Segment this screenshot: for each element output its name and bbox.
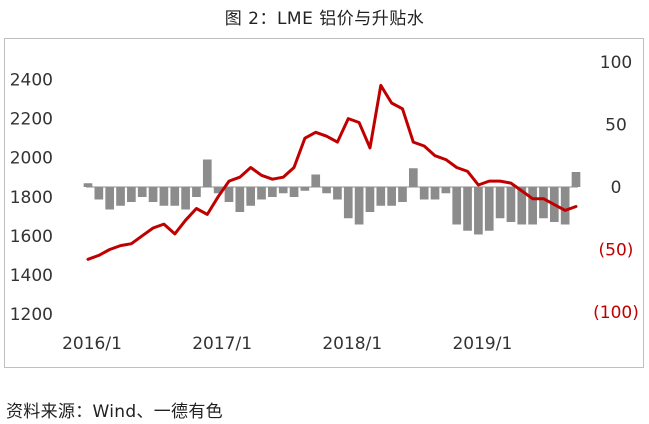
premium-bar bbox=[484, 187, 494, 231]
premium-bar bbox=[452, 187, 462, 225]
premium-bar bbox=[257, 187, 266, 200]
premium-bar bbox=[224, 187, 234, 202]
premium-bar bbox=[94, 187, 104, 200]
aluminum-price-line bbox=[86, 83, 578, 261]
premium-bar bbox=[517, 187, 527, 225]
chart-frame: 1200 1400 1600 1800 2000 2200 2400 100 50 0 (50) (1… bbox=[4, 38, 644, 368]
y-right-tick-label: (50) bbox=[599, 241, 634, 261]
premium-bar bbox=[278, 187, 288, 194]
y-left-tick-label: 1800 bbox=[10, 188, 53, 208]
premium-bar bbox=[376, 187, 386, 206]
premium-bar bbox=[202, 159, 212, 187]
premium-bar bbox=[213, 187, 223, 194]
x-tick-label: 2019/1 bbox=[452, 334, 512, 354]
premium-bar bbox=[398, 187, 407, 202]
premium-bar bbox=[235, 187, 245, 212]
premium-bar bbox=[127, 187, 136, 202]
premium-bar bbox=[365, 187, 375, 212]
x-tick-label: 2017/1 bbox=[192, 334, 252, 354]
y-left-tick-label: 1400 bbox=[10, 266, 53, 286]
y-left-tick-label: 2200 bbox=[10, 110, 53, 130]
premium-bar bbox=[116, 187, 125, 206]
premium-bar bbox=[311, 174, 321, 187]
premium-bar bbox=[322, 187, 331, 194]
y-left-tick-label: 1200 bbox=[10, 305, 53, 325]
premium-bar bbox=[246, 187, 256, 206]
y-right-tick-label: 0 bbox=[611, 178, 622, 198]
premium-bar bbox=[474, 187, 483, 235]
y-right-tick-label: (100) bbox=[593, 303, 639, 323]
premium-bar bbox=[83, 183, 93, 187]
premium-bar bbox=[333, 187, 342, 200]
premium-bar bbox=[419, 187, 429, 200]
premium-bar bbox=[105, 187, 115, 210]
premium-bar bbox=[268, 187, 277, 197]
chart-title: 图 2：LME 铝价与升贴水 bbox=[224, 9, 425, 29]
premium-bar bbox=[430, 187, 440, 200]
premium-bar bbox=[463, 187, 472, 231]
premium-bar bbox=[148, 187, 158, 202]
premium-bar bbox=[354, 187, 364, 225]
y-right-tick-label: 50 bbox=[605, 116, 627, 136]
premium-bar bbox=[289, 187, 299, 197]
premium-bar bbox=[571, 172, 581, 187]
premium-bar bbox=[159, 187, 169, 206]
chart-plot: 1200 1400 1600 1800 2000 2200 2400 100 50 0 (50) (1… bbox=[10, 53, 639, 354]
y-left-tick-label: 1600 bbox=[10, 227, 53, 247]
x-tick-label: 2016/1 bbox=[62, 334, 122, 354]
premium-bar bbox=[408, 168, 418, 187]
premium-bar bbox=[441, 187, 451, 194]
premium-bar bbox=[560, 187, 570, 225]
premium-bar bbox=[192, 187, 201, 197]
premium-bar bbox=[528, 187, 537, 225]
premium-bar bbox=[387, 187, 396, 206]
x-tick-label: 2018/1 bbox=[322, 334, 382, 354]
y-right-tick-label: 100 bbox=[600, 53, 632, 73]
premium-bar bbox=[506, 187, 516, 222]
premium-bar bbox=[181, 187, 190, 210]
source-note: 资料来源：Wind、一德有色 bbox=[6, 402, 223, 422]
premium-bar bbox=[300, 187, 310, 191]
premium-bar bbox=[170, 187, 180, 206]
premium-bar bbox=[137, 187, 147, 197]
y-left-tick-label: 2000 bbox=[10, 149, 53, 169]
premium-bar bbox=[495, 187, 505, 219]
premium-bar bbox=[539, 187, 548, 219]
premium-bar bbox=[343, 187, 353, 219]
y-left-tick-label: 2400 bbox=[10, 71, 53, 91]
